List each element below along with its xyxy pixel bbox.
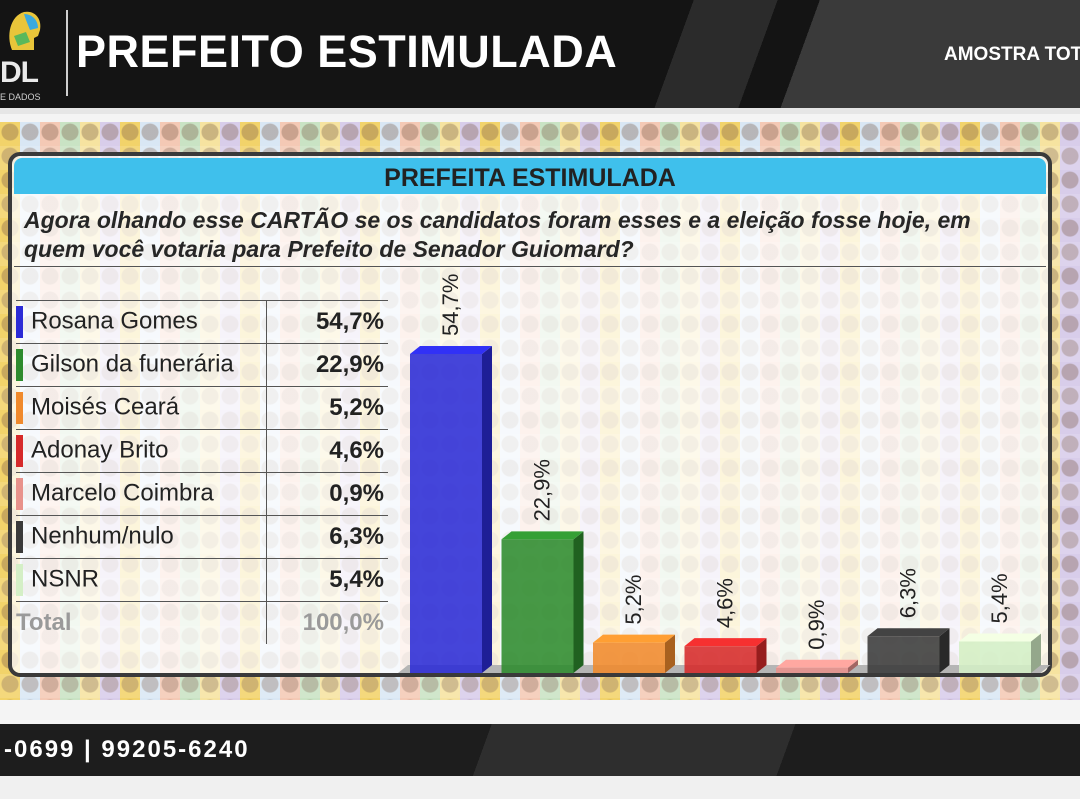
legend-percentage: 4,6% [266, 429, 388, 473]
bar-side [939, 628, 950, 673]
legend-candidate: Gilson da funerária [16, 343, 267, 387]
legend-candidate: Adonay Brito [16, 429, 267, 473]
legend-percentage: 5,2% [266, 386, 388, 430]
bar-value-label: 6,3% [896, 568, 921, 618]
bar [410, 345, 492, 673]
legend-candidate: NSNR [16, 558, 267, 602]
legend-row: NSNR 5,4% [16, 558, 388, 602]
bar-side [848, 659, 858, 673]
legend-percentage: 5,4% [266, 558, 388, 602]
legend-candidate-name: Adonay Brito [31, 436, 169, 464]
legend-swatch [16, 392, 23, 424]
legend-candidate-name: Marcelo Coimbra [31, 479, 214, 507]
survey-question: Agora olhando esse CARTÃO se os candidat… [24, 207, 971, 262]
legend-row: Adonay Brito 4,6% [16, 429, 388, 473]
bar [593, 634, 675, 673]
logo-head-icon [9, 11, 41, 51]
legend-row: Marcelo Coimbra 0,9% [16, 472, 388, 516]
legend-total-label: Total [16, 601, 267, 644]
legend-candidate-name: Nenhum/nulo [31, 522, 174, 550]
bar [867, 628, 950, 673]
legend-row: Rosana Gomes 54,7% [16, 300, 388, 344]
legend-candidate-name: Rosana Gomes [31, 307, 198, 335]
bar-front [501, 539, 574, 673]
bar-top [501, 531, 584, 540]
phone-number: -0699 | 99205-6240 [4, 736, 250, 763]
legend-table: Rosana Gomes 54,7% Gilson da funerária 22,9… [16, 300, 388, 644]
bar-value-label: 22,9% [530, 459, 555, 521]
legend-candidate: Moisés Ceará [16, 386, 267, 430]
legend-percentage: 6,3% [266, 515, 388, 559]
legend-swatch [16, 564, 23, 596]
divider [14, 266, 1046, 267]
legend-swatch [16, 349, 23, 381]
header-divider [66, 10, 68, 96]
bar-top [684, 638, 767, 647]
bar-top [410, 345, 492, 354]
bar-top [593, 634, 675, 643]
legend-candidate: Nenhum/nulo [16, 515, 267, 559]
legend-percentage: 54,7% [266, 300, 388, 344]
bar-side [665, 634, 675, 673]
bar-value-label: 5,2% [621, 575, 646, 625]
bar-side [756, 638, 767, 673]
legend-row: Moisés Ceará 5,2% [16, 386, 388, 430]
legend-swatch [16, 478, 23, 510]
bar-value-label: 4,6% [713, 578, 738, 628]
footer-bottom [0, 776, 1080, 799]
logo: DL E DADOS [0, 0, 62, 108]
sample-label: AMOSTRA TOT [944, 44, 1080, 65]
bar-value-label: 0,9% [804, 600, 829, 650]
header-stripe-right [720, 0, 1080, 108]
legend-row: Nenhum/nulo 6,3% [16, 515, 388, 559]
bar-front [867, 636, 940, 673]
legend-percentage: 22,9% [266, 343, 388, 387]
bar [684, 638, 767, 673]
bar-front [410, 353, 482, 673]
legend-candidate: Marcelo Coimbra [16, 472, 267, 516]
bar-front [593, 642, 665, 673]
page-title: PREFEITO ESTIMULADA [76, 26, 618, 77]
bar-top [776, 659, 858, 668]
legend-swatch [16, 435, 23, 467]
bar-front [684, 646, 757, 673]
logo-text: DL [0, 56, 39, 89]
legend-candidate-name: NSNR [31, 565, 100, 593]
bar-side [573, 531, 584, 673]
panel-title-bar: PREFEITA ESTIMULADA [14, 158, 1046, 194]
bar-front [959, 641, 1031, 673]
bar [959, 633, 1041, 673]
bar [776, 659, 858, 673]
bar-value-label: 5,4% [987, 573, 1012, 623]
legend-candidate-name: Moisés Ceará [31, 393, 180, 421]
header: DL E DADOS PREFEITO ESTIMULADA AMOSTRA T… [0, 0, 1080, 114]
legend-candidate: Rosana Gomes [16, 300, 267, 344]
footer: -0699 | 99205-6240 [0, 724, 1080, 776]
bar-value-label: 54,7% [438, 274, 463, 336]
legend-percentage: 0,9% [266, 472, 388, 516]
legend-row: Gilson da funerária 22,9% [16, 343, 388, 387]
legend-swatch [16, 306, 23, 338]
legend-swatch [16, 521, 23, 553]
bar [501, 531, 584, 673]
bar-top [959, 633, 1041, 642]
legend-candidate-name: Gilson da funerária [31, 350, 234, 378]
panel-title: PREFEITA ESTIMULADA [384, 164, 676, 192]
bar-side [482, 345, 492, 673]
legend-total-value: 100,0% [266, 601, 388, 644]
bar-side [1031, 633, 1041, 673]
logo-subtext: E DADOS [0, 92, 41, 102]
bar-top [867, 628, 950, 637]
legend-total-row: Total 100,0% [16, 601, 388, 644]
bar-front [776, 667, 848, 673]
